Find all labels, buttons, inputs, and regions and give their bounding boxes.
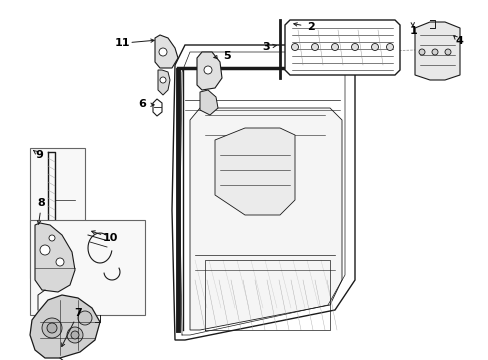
Polygon shape [215, 128, 294, 215]
Circle shape [67, 327, 83, 343]
Circle shape [311, 44, 318, 50]
Circle shape [386, 44, 393, 50]
Circle shape [42, 318, 62, 338]
Polygon shape [153, 99, 162, 116]
Text: 5: 5 [223, 51, 231, 61]
Circle shape [49, 235, 55, 241]
Polygon shape [30, 295, 100, 358]
Polygon shape [197, 52, 222, 90]
Polygon shape [158, 70, 170, 95]
Circle shape [71, 331, 79, 339]
Text: 8: 8 [38, 198, 45, 208]
Polygon shape [172, 45, 354, 340]
Text: 6: 6 [138, 99, 145, 109]
Circle shape [431, 49, 437, 55]
Text: 10: 10 [102, 233, 118, 243]
Text: 4: 4 [455, 36, 463, 46]
Circle shape [159, 48, 167, 56]
Circle shape [351, 44, 358, 50]
Circle shape [291, 44, 298, 50]
Text: 2: 2 [306, 22, 314, 32]
Circle shape [40, 245, 50, 255]
Circle shape [47, 323, 57, 333]
Circle shape [56, 258, 64, 266]
Circle shape [418, 49, 424, 55]
Text: 7: 7 [74, 308, 82, 318]
Text: 3: 3 [262, 42, 270, 52]
Circle shape [331, 44, 338, 50]
Polygon shape [35, 223, 75, 292]
Circle shape [444, 49, 450, 55]
Text: 11: 11 [114, 38, 130, 48]
Polygon shape [414, 22, 459, 80]
Circle shape [78, 311, 92, 325]
Polygon shape [285, 20, 399, 75]
Text: 9: 9 [35, 150, 43, 160]
Bar [30, 220, 145, 315]
Polygon shape [190, 108, 341, 330]
Polygon shape [155, 35, 178, 68]
Circle shape [203, 66, 212, 74]
Bar [30, 148, 85, 278]
Text: 1: 1 [408, 26, 416, 36]
Circle shape [160, 77, 165, 83]
Circle shape [371, 44, 378, 50]
Polygon shape [200, 90, 218, 115]
